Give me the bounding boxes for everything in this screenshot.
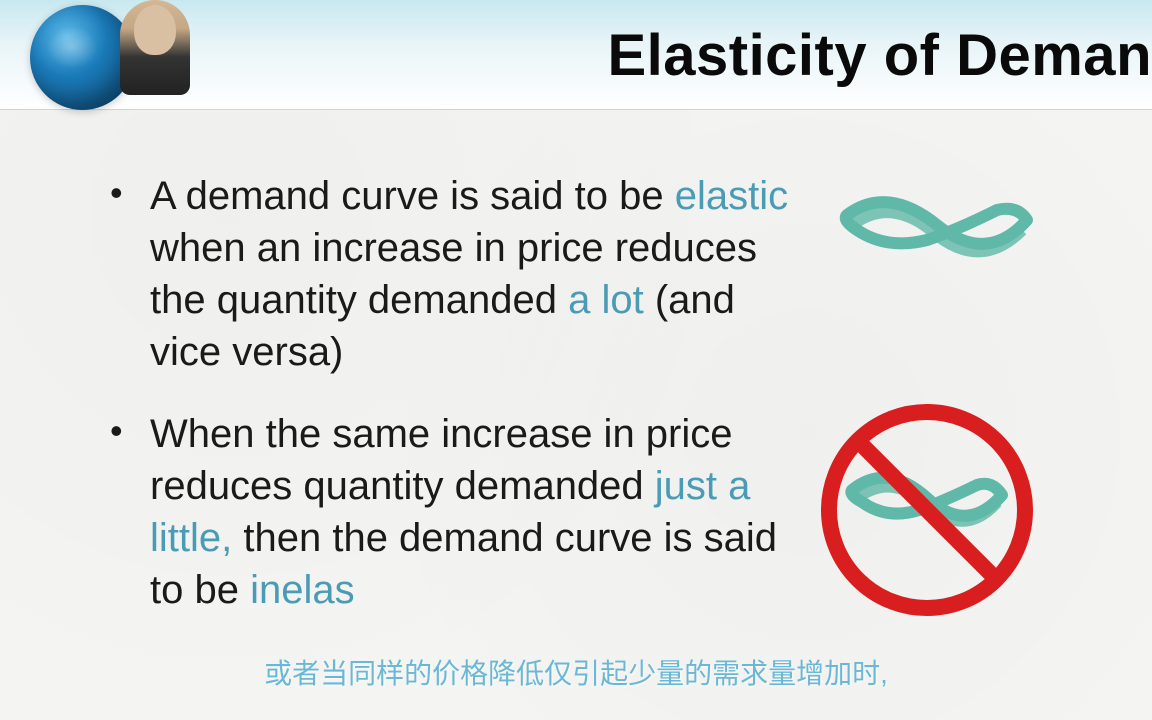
body-text: When the same increase in price reduces … — [150, 412, 733, 508]
bullet-item: A demand curve is said to be elastic whe… — [100, 170, 790, 378]
rubber-band-elastic-icon — [827, 170, 1047, 310]
slide-title: Elasticity of Deman — [607, 22, 1152, 89]
slide-content: A demand curve is said to be elastic whe… — [0, 110, 1152, 686]
title-container: Elasticity of Deman — [607, 22, 1152, 89]
body-text: then the demand curve is said to be — [150, 516, 777, 612]
highlight-text: inelas — [250, 568, 355, 612]
bullet-item: When the same increase in price reduces … — [100, 408, 790, 616]
highlight-text: a lot — [568, 278, 644, 322]
highlight-text: elastic — [675, 174, 788, 218]
bullet-list: A demand curve is said to be elastic whe… — [100, 170, 790, 616]
rubber-band-inelastic-icon — [807, 400, 1047, 620]
presenter-avatar — [120, 0, 190, 95]
slide-header: Elasticity of Deman — [0, 0, 1152, 110]
body-text: A demand curve is said to be — [150, 174, 675, 218]
subtitle-caption: 或者当同样的价格降低仅引起少量的需求量增加时, — [264, 652, 888, 692]
logo-area — [0, 0, 220, 110]
